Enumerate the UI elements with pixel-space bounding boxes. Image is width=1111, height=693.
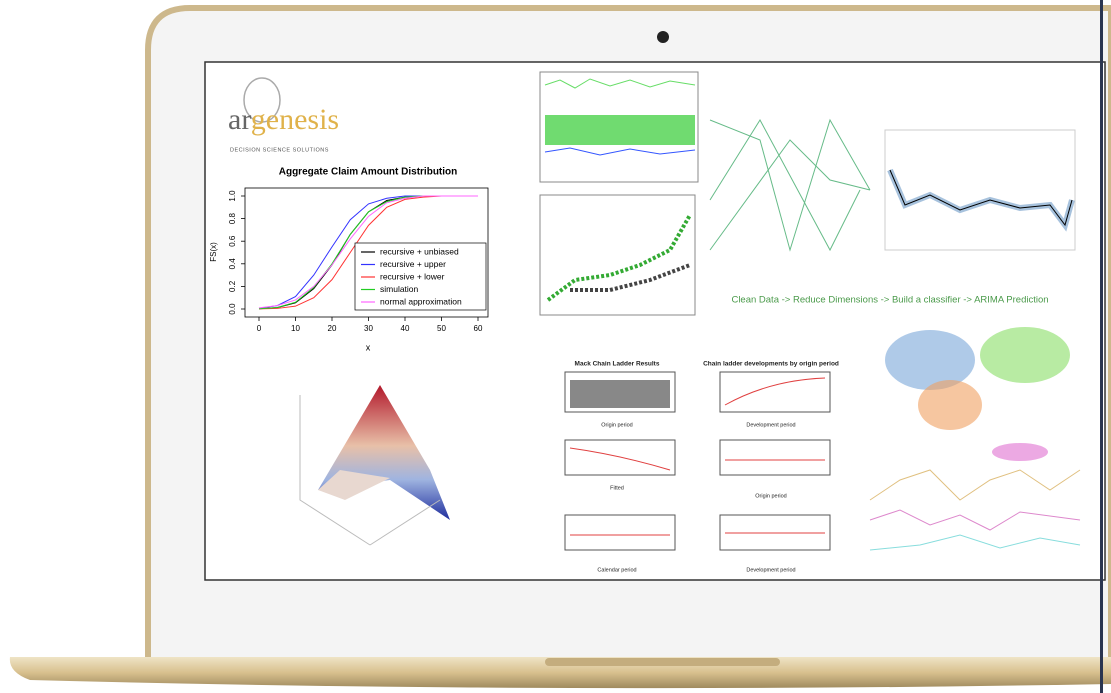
brand-name: argenesis — [228, 103, 339, 136]
thumb-blob — [918, 380, 982, 430]
camera — [657, 31, 669, 43]
legend-label: simulation — [380, 284, 419, 294]
y-tick-label: 0.0 — [228, 303, 237, 315]
thumb-line — [569, 377, 826, 536]
thumb-blob — [980, 327, 1070, 383]
thumb-blob — [992, 443, 1048, 461]
edge-line — [1100, 0, 1103, 693]
panel-title: Chain ladder developments by origin peri… — [703, 361, 839, 368]
legend-label: recursive + unbiased — [380, 246, 459, 256]
thumbnails — [299, 71, 1081, 551]
panel-title: Mack Chain Ladder Results — [575, 361, 660, 368]
thumb-line — [544, 147, 696, 156]
chart-title: Aggregate Claim Amount Distribution — [279, 167, 458, 178]
thumb-frame — [719, 514, 831, 551]
x-axis-label: x — [366, 342, 371, 352]
thumb-frame — [884, 129, 1076, 251]
thumb-band — [545, 115, 695, 145]
logo-figure — [243, 77, 281, 123]
y-axis-label: FS(x) — [209, 242, 218, 262]
thumb-boxes — [570, 263, 691, 292]
legend-box — [354, 242, 487, 311]
legend-label: recursive + lower — [380, 271, 445, 281]
axis-label: Development period — [746, 422, 795, 428]
x-tick-label: 10 — [291, 324, 300, 333]
series-line — [258, 195, 478, 309]
x-tick-label: 30 — [364, 324, 373, 333]
thumb-boxes — [546, 214, 692, 302]
thumb-frame — [539, 194, 696, 316]
surface — [318, 385, 450, 520]
x-tick-label: 60 — [474, 324, 483, 333]
thumb-line — [889, 169, 1073, 227]
thumb-frame — [539, 71, 699, 183]
axis-label: Origin period — [601, 422, 633, 428]
mack-panel: Mack Chain Ladder Results Chain ladder d… — [575, 361, 839, 574]
legend-label: recursive + upper — [380, 259, 446, 269]
y-tick-label: 0.2 — [228, 280, 237, 292]
y-tick-label: 0.8 — [228, 212, 237, 224]
x-tick-label: 40 — [401, 324, 410, 333]
hinge — [545, 658, 780, 666]
thumb-network — [709, 118, 871, 252]
thumb-blob — [885, 330, 975, 390]
thumb-frame — [564, 514, 676, 551]
y-tick-label: 1.0 — [228, 190, 237, 202]
thumb-frame — [719, 371, 831, 413]
x-tick-label: 20 — [328, 324, 337, 333]
thumb-line — [869, 469, 1081, 501]
brand-part: ar — [228, 103, 251, 136]
thumb-bars — [570, 380, 670, 408]
axis-label: Development period — [746, 567, 795, 573]
claim-chart: Aggregate Claim Amount Distribution x FS(x… — [209, 167, 489, 352]
brand-part: genesis — [251, 103, 339, 136]
thumb-line — [869, 534, 1081, 551]
x-tick-label: 0 — [257, 324, 262, 333]
plot-frame — [244, 187, 489, 318]
x-tick-label: 50 — [437, 324, 446, 333]
pipeline-text: Clean Data -> Reduce Dimensions -> Build… — [731, 295, 1048, 306]
y-tick-label: 0.6 — [228, 235, 237, 247]
axis-label: Origin period — [755, 493, 787, 499]
legend-label: normal approximation — [380, 296, 462, 306]
thumb-frame — [719, 439, 831, 476]
thumb-line — [869, 509, 1081, 531]
logo: argenesis DECISION SCIENCE SOLUTIONS — [228, 77, 339, 153]
surface-axes — [299, 395, 441, 546]
thumb-frame — [564, 371, 676, 413]
thumb-line — [544, 78, 696, 89]
axis-label: Calendar period — [597, 567, 636, 573]
y-tick-label: 0.4 — [228, 258, 237, 270]
laptop-base — [9, 657, 1111, 689]
thumb-frame — [564, 439, 676, 476]
surface — [318, 470, 390, 500]
brand-tagline: DECISION SCIENCE SOLUTIONS — [230, 147, 329, 153]
axis-label: Fitted — [610, 485, 624, 491]
